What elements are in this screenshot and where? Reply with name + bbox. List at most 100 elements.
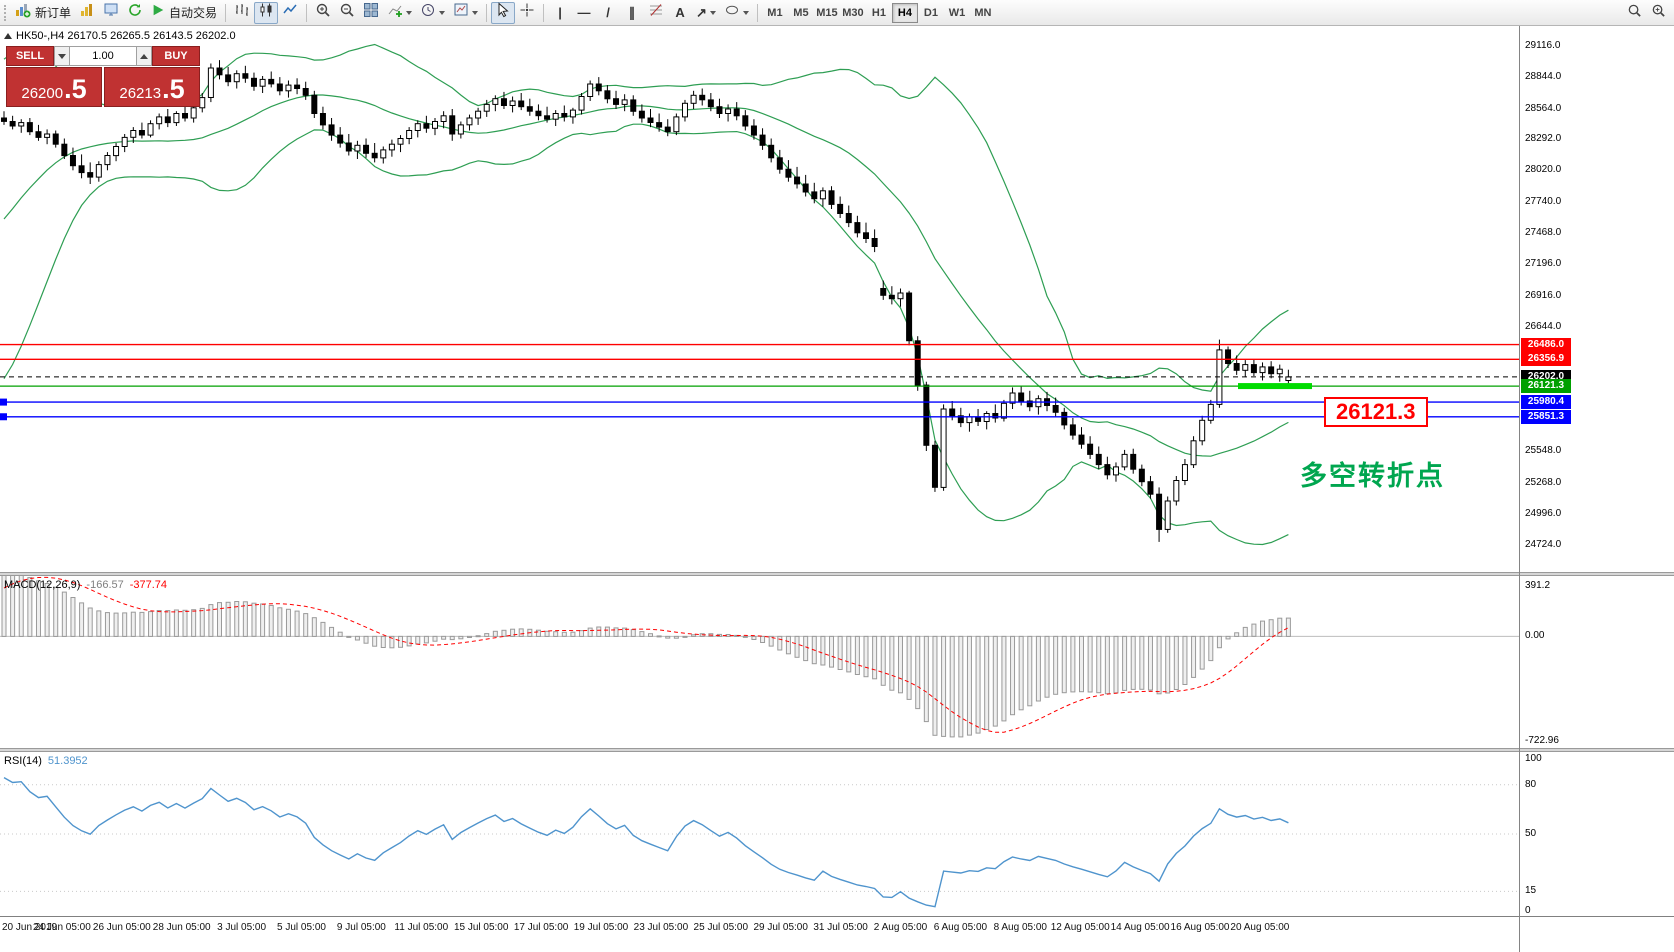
timeframe-d1-button[interactable]: D1: [923, 6, 938, 19]
toolbar-grip: [4, 4, 9, 21]
horizontal-line-button[interactable]: —: [572, 2, 596, 24]
macd-bar: [122, 612, 128, 637]
candle-body: [199, 97, 206, 109]
candle-body: [888, 294, 895, 300]
macd-bar: [492, 630, 498, 637]
line-handle[interactable]: [0, 413, 7, 421]
candle-body: [423, 123, 430, 129]
macd-bar: [363, 635, 369, 644]
macd-bar: [691, 634, 697, 637]
time-axis-label: 15 Jul 05:00: [453, 922, 509, 933]
macd-bar: [1277, 617, 1283, 637]
price-annotation-box[interactable]: 26121.3: [1324, 397, 1428, 427]
panel-separator[interactable]: [0, 572, 1674, 576]
price-axis-label: 28020.0: [1525, 164, 1562, 176]
timeframe-mn-button[interactable]: MN: [974, 6, 992, 19]
candle-body: [613, 98, 620, 105]
price-chart-canvas[interactable]: [0, 26, 1519, 572]
candle-body: [1078, 434, 1085, 445]
candle-body: [1190, 440, 1197, 466]
thick-green-segment[interactable]: [1238, 383, 1312, 390]
macd-bar: [346, 635, 352, 638]
time-axis-label: 20 Aug 05:00: [1230, 922, 1290, 933]
cursor-button[interactable]: [491, 1, 516, 24]
candle-body: [509, 100, 516, 106]
macd-bar: [518, 628, 524, 637]
crosshair-button[interactable]: [515, 2, 539, 24]
line-chart-button[interactable]: [278, 2, 302, 24]
macd-bar: [906, 635, 912, 700]
candle-body: [1138, 468, 1145, 483]
macd-bar: [1147, 635, 1153, 691]
toolbar-separator: [225, 3, 227, 22]
candle-body: [182, 113, 189, 119]
macd-bar: [458, 635, 464, 640]
chart-plot[interactable]: HK50-,H4 26170.5 26265.5 26143.5 26202.0…: [0, 26, 1674, 572]
rsi-panel[interactable]: RSI(14) 51.3952: [0, 752, 1674, 916]
one-click-toggle-icon[interactable]: [4, 33, 12, 39]
time-axis-label: 9 Jul 05:00: [336, 922, 386, 933]
chart-profile-button[interactable]: [75, 2, 99, 24]
vertical-line-button[interactable]: |: [548, 2, 572, 24]
bar-chart-button[interactable]: [230, 2, 254, 24]
macd-chart-canvas[interactable]: [0, 576, 1519, 748]
search-button[interactable]: [1622, 2, 1646, 24]
candle-body: [794, 176, 801, 185]
zoom-out-button[interactable]: [335, 2, 359, 24]
indicators-button[interactable]: [383, 2, 416, 24]
new-order-button[interactable]: 新订单: [11, 2, 75, 24]
buy-price-box[interactable]: 26213 .5: [104, 67, 200, 107]
macd-bar: [104, 612, 110, 637]
tile-windows-button[interactable]: [359, 2, 383, 24]
terminal-button[interactable]: [99, 2, 123, 24]
volume-input[interactable]: [70, 46, 136, 66]
macd-bar: [320, 621, 326, 637]
candle-body: [147, 123, 154, 136]
volume-increase-button[interactable]: [136, 46, 152, 66]
zoom-in-icon: [315, 2, 331, 23]
line-handle[interactable]: [0, 398, 7, 406]
sell-price-box[interactable]: 26200 .5: [6, 67, 102, 107]
timeframe-w1-button[interactable]: W1: [948, 6, 966, 19]
candle-body: [138, 130, 145, 136]
arrows-button[interactable]: ↗: [692, 2, 720, 24]
timeframe-m1-button[interactable]: M1: [767, 6, 783, 19]
macd-value-main: -166.57: [86, 579, 124, 591]
macd-bar: [777, 635, 783, 651]
channel-button[interactable]: ∥: [620, 2, 644, 24]
timeframe-m15-button[interactable]: M15: [816, 6, 838, 19]
price-axis-label: 26644.0: [1525, 320, 1562, 332]
macd-bar: [415, 635, 421, 645]
fibonacci-button[interactable]: [644, 2, 668, 24]
candle-body: [595, 83, 602, 92]
trendline-button[interactable]: /: [596, 2, 620, 24]
macd-panel[interactable]: MACD(12,26,9) -166.57 -377.74: [0, 576, 1674, 748]
timeframe-m5-button[interactable]: M5: [793, 6, 809, 19]
autotrading-button[interactable]: 自动交易: [147, 2, 221, 24]
shapes-button[interactable]: [720, 2, 753, 24]
periods-button[interactable]: [416, 2, 449, 24]
time-axis[interactable]: 20 Jun 2019 24 Jun 05:00 26 Jun 05:00 28 Ju…: [0, 916, 1674, 952]
price-axis[interactable]: 29116.0 28844.0 28564.0 28292.0 28020.0 27740…: [1519, 26, 1674, 952]
candle-body: [302, 88, 309, 96]
volume-decrease-button[interactable]: [54, 46, 70, 66]
sell-button[interactable]: SELL: [6, 46, 54, 66]
templates-button[interactable]: [449, 2, 482, 24]
buy-button[interactable]: BUY: [152, 46, 200, 66]
candlestick-chart-button[interactable]: [254, 1, 279, 24]
timeframe-h4-button[interactable]: H4: [891, 2, 918, 23]
text-button[interactable]: A: [668, 2, 692, 24]
rsi-chart-canvas[interactable]: [0, 752, 1519, 916]
zoom-in-button[interactable]: [311, 2, 335, 24]
turning-point-label[interactable]: 多空转折点: [1300, 461, 1445, 491]
refresh-button[interactable]: [123, 2, 147, 24]
macd-bar: [139, 611, 145, 637]
macd-bar: [803, 635, 809, 662]
rsi-header: RSI(14) 51.3952: [4, 755, 88, 767]
panel-separator[interactable]: [0, 748, 1674, 752]
candle-body: [725, 108, 732, 114]
timeframe-m30-button[interactable]: M30: [842, 6, 864, 19]
timeframe-h1-button[interactable]: H1: [871, 6, 886, 19]
candle-body: [121, 136, 128, 148]
magnifier-button[interactable]: [1646, 2, 1670, 24]
